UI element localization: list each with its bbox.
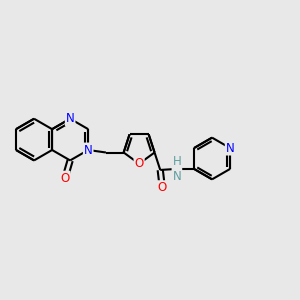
Text: N: N <box>66 112 74 125</box>
Text: N: N <box>226 142 235 154</box>
Text: N: N <box>84 143 93 157</box>
Text: O: O <box>134 157 144 170</box>
Text: O: O <box>158 181 167 194</box>
Text: H
N: H N <box>172 155 181 183</box>
Text: O: O <box>60 172 70 184</box>
